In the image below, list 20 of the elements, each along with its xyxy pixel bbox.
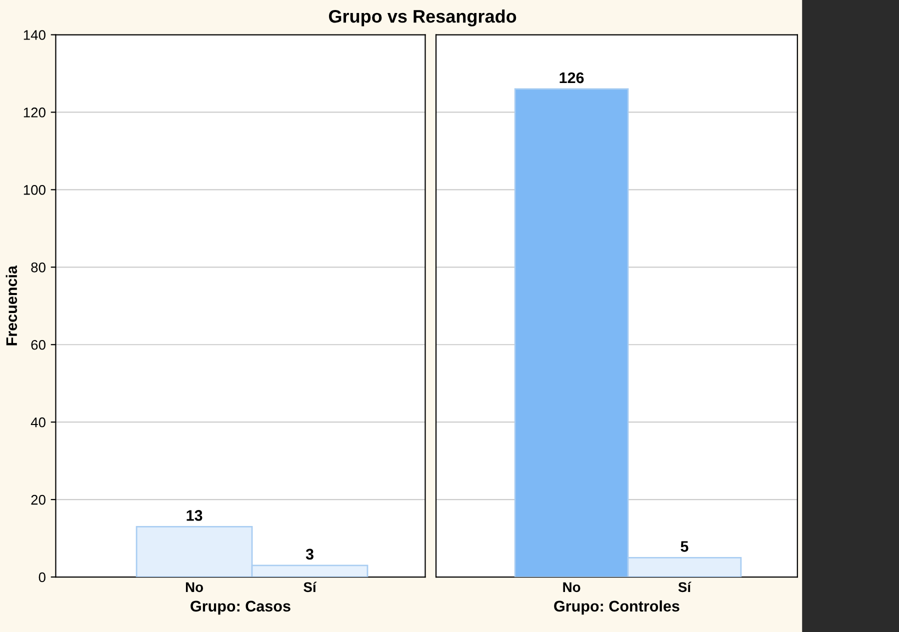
chart-title: Grupo vs Resangrado bbox=[328, 9, 516, 26]
x-tick-label: Sí bbox=[678, 582, 692, 592]
data-label: 126 bbox=[560, 72, 584, 84]
data-label: 13 bbox=[186, 510, 202, 521]
x-axis-title: Grupo: Casos bbox=[190, 600, 290, 615]
y-axis-title: Frecuencia bbox=[6, 265, 18, 346]
y-tick-label: 80 bbox=[31, 262, 46, 272]
data-label: 3 bbox=[306, 548, 314, 560]
y-tick-label: 20 bbox=[31, 494, 46, 505]
y-tick-label: 0 bbox=[38, 572, 46, 582]
x-tick-label: Sí bbox=[304, 582, 317, 592]
y-tick-label: 100 bbox=[24, 185, 46, 195]
y-tick-label: 60 bbox=[31, 340, 46, 350]
data-label: 5 bbox=[680, 541, 688, 552]
x-axis-title: Grupo: Controles bbox=[554, 600, 680, 615]
y-tick-label: 140 bbox=[24, 30, 46, 40]
y-tick-label: 120 bbox=[24, 108, 46, 118]
x-tick-label: No bbox=[186, 582, 204, 592]
y-tick-label: 40 bbox=[30, 417, 46, 428]
x-tick-label: No bbox=[563, 582, 580, 592]
